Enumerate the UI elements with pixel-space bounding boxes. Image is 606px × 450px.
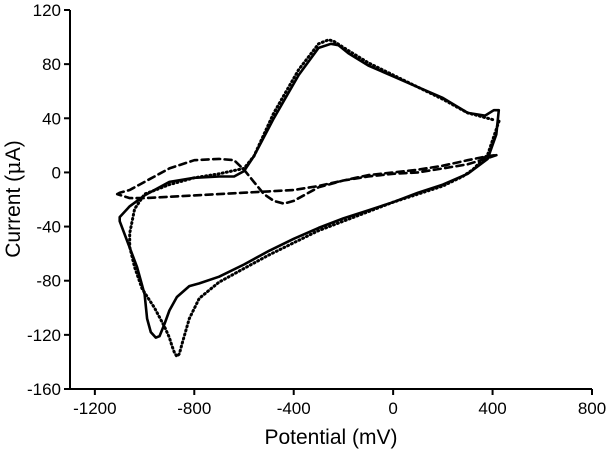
x-tick-label: -1200 xyxy=(73,399,116,418)
x-axis: -1200 -800 -400 0 400 800 xyxy=(70,388,606,418)
series-line-dashed xyxy=(115,153,499,205)
y-tick-label: -160 xyxy=(27,380,61,399)
y-axis-title-mu: μ xyxy=(1,161,25,175)
y-axis-title-prefix: Current ( xyxy=(2,175,25,258)
x-tick-label: 800 xyxy=(578,399,606,418)
x-tick-label: -800 xyxy=(177,399,211,418)
y-tick-label: 80 xyxy=(42,55,61,74)
x-tick-label: -400 xyxy=(277,399,311,418)
x-axis-title: Potential (mV) xyxy=(264,426,397,449)
plot-series-group xyxy=(115,38,502,358)
y-axis: -160 -120 -80 -40 0 40 80 120 xyxy=(27,1,71,399)
y-tick-label: -80 xyxy=(36,272,61,291)
series-line-solid xyxy=(118,42,501,339)
y-tick-label: 40 xyxy=(42,109,61,128)
y-tick-label: 120 xyxy=(33,1,61,20)
x-tick-label: 0 xyxy=(388,399,397,418)
x-tick-label: 400 xyxy=(478,399,506,418)
y-tick-label: -40 xyxy=(36,218,61,237)
y-axis-title-suffix: A) xyxy=(2,140,25,161)
y-tick-label: -120 xyxy=(27,326,61,345)
series-line-dotted xyxy=(128,38,502,358)
y-tick-label: 0 xyxy=(52,163,61,182)
y-axis-title: Current (μA) xyxy=(1,140,25,258)
